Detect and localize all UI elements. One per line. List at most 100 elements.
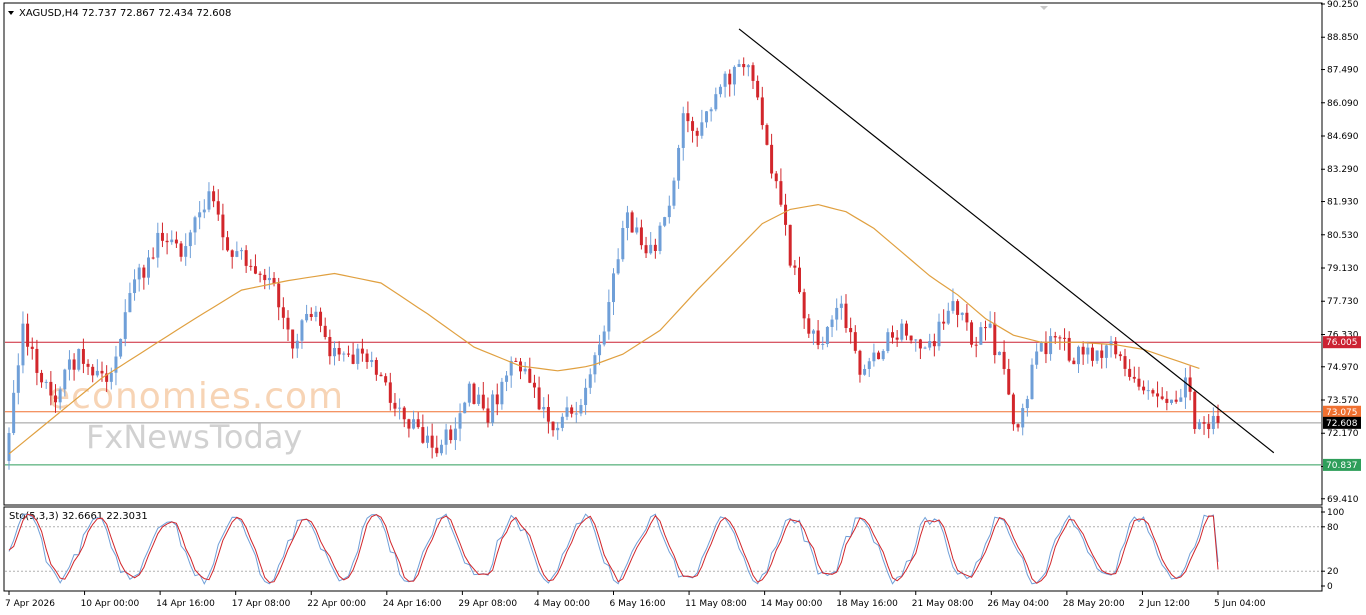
candle: [956, 299, 960, 328]
candle: [653, 238, 657, 259]
candle: [54, 384, 57, 413]
candle: [147, 250, 150, 285]
symbol-menu-icon[interactable]: [8, 11, 14, 15]
candle: [1151, 388, 1155, 397]
candle: [1100, 343, 1104, 369]
candle: [30, 337, 34, 360]
candle: [1160, 387, 1164, 401]
level-tag-current: [1323, 416, 1361, 429]
candle: [607, 289, 611, 340]
candle: [1002, 340, 1006, 375]
candle: [151, 247, 155, 260]
trendline[interactable]: [738, 28, 1275, 454]
candle: [718, 84, 722, 98]
candle: [160, 222, 164, 248]
candle: [365, 349, 369, 369]
candle: [295, 333, 299, 358]
time-tick-label: 21 May 08:00: [912, 599, 974, 609]
candle: [505, 370, 509, 392]
candle: [904, 320, 908, 341]
candle: [784, 193, 788, 236]
stoch-tick-label: 20: [1327, 567, 1339, 577]
candle: [1090, 343, 1094, 367]
price-axis: 90.250 88.850 87.490 86.090 84.690 83.290 81.9…: [1321, 0, 1359, 505]
candle: [221, 203, 225, 251]
candle: [598, 334, 602, 366]
stochastic-header: Sto(5,3,3) 32.6661 22.3031: [9, 511, 148, 522]
level-tag-label: 76.005: [1326, 338, 1358, 348]
candle: [291, 329, 295, 359]
candle: [556, 422, 560, 440]
candle: [835, 298, 839, 331]
candle: [523, 361, 527, 375]
candle: [849, 317, 853, 344]
candle: [811, 329, 815, 345]
candle: [1104, 344, 1108, 369]
candle: [839, 295, 843, 320]
candle: [1095, 350, 1099, 364]
watermark-economies: economies.com: [48, 376, 344, 417]
stoch-tick-label: 0: [1327, 582, 1333, 592]
candle: [188, 229, 192, 259]
candle: [226, 231, 230, 252]
candle: [477, 387, 481, 406]
candle: [1211, 407, 1215, 435]
horizontal-levels[interactable]: [5, 341, 1321, 466]
candle: [574, 401, 578, 423]
candle: [974, 336, 978, 358]
candle: [1123, 348, 1127, 377]
candle: [1086, 341, 1090, 364]
candle: [798, 256, 801, 294]
candle: [179, 241, 183, 262]
price-tick-label: 73.570: [1327, 396, 1359, 406]
candle: [700, 109, 704, 139]
ma-line: [8, 203, 1200, 455]
candle: [565, 396, 569, 421]
candle: [402, 406, 406, 428]
candle: [858, 349, 862, 383]
candle: [393, 392, 397, 417]
candle: [760, 86, 764, 130]
candle: [570, 404, 574, 418]
stoch-main-line: [8, 513, 1219, 585]
candle: [337, 341, 341, 361]
candle: [844, 294, 848, 333]
candle: [546, 394, 550, 434]
candle: [137, 263, 141, 292]
candle: [867, 357, 871, 377]
candle: [40, 369, 44, 388]
candle: [1128, 359, 1132, 381]
level-tag-support_low: [1323, 458, 1361, 471]
candle: [319, 307, 323, 333]
candle: [412, 410, 416, 430]
candle: [63, 368, 67, 397]
candle: [765, 123, 769, 146]
time-tick-label: 14 Apr 16:00: [156, 599, 215, 609]
price-tick-label: 86.090: [1327, 99, 1359, 109]
down-trendline[interactable]: [738, 28, 1275, 454]
candle: [788, 224, 792, 268]
candle: [942, 309, 946, 330]
candle: [258, 271, 262, 283]
candle: [695, 127, 699, 147]
time-tick-label: 4 May 00:00: [534, 599, 590, 609]
candle: [314, 305, 318, 322]
candle: [230, 249, 234, 269]
candle: [1183, 367, 1187, 409]
candle: [281, 297, 285, 330]
price-tick-label: 74.970: [1327, 363, 1359, 373]
candle: [714, 87, 718, 112]
candle: [528, 357, 532, 384]
candle: [625, 205, 629, 241]
candle: [770, 133, 774, 179]
candle: [970, 320, 974, 348]
price-tick-label: 90.250: [1327, 0, 1359, 10]
candle: [709, 107, 713, 122]
candle: [1039, 341, 1043, 352]
stoch-signal-line: [8, 513, 1219, 584]
time-tick-label: 5 Jun 04:00: [1214, 599, 1266, 609]
candle: [1142, 380, 1146, 395]
candle: [58, 386, 62, 410]
candle: [588, 368, 592, 394]
